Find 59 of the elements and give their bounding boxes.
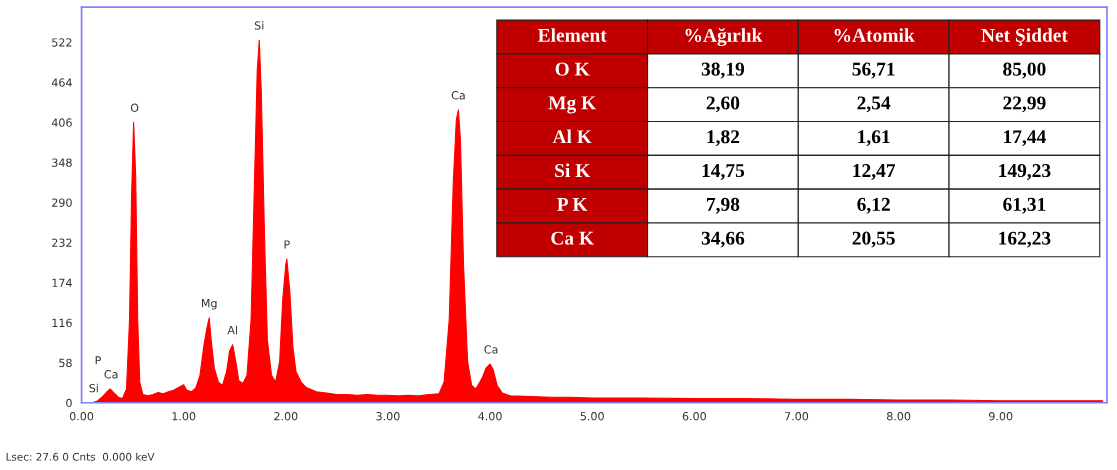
annotation: Al K xyxy=(552,129,592,144)
annotation: 56,71 xyxy=(852,62,895,79)
annotation: 7,98 xyxy=(707,197,740,214)
annotation: 1,82 xyxy=(707,130,740,147)
annotation: 38,19 xyxy=(701,62,745,79)
x-tick-label: 3.00 xyxy=(376,412,400,421)
annotation: 2,54 xyxy=(857,96,891,113)
annotation: Ca xyxy=(484,345,498,354)
y-tick-label: 406 xyxy=(51,118,72,127)
annotation: Mg K xyxy=(548,96,597,114)
annotation: 6,12 xyxy=(857,197,890,214)
annotation: Ca xyxy=(104,370,118,379)
annotation: Si xyxy=(254,21,264,30)
annotation: Net Şiddet xyxy=(981,28,1068,46)
y-tick-label: 0 xyxy=(66,398,72,408)
annotation: 162,23 xyxy=(999,231,1051,248)
x-tick-label: 1.00 xyxy=(172,412,196,421)
x-tick-label: 6.00 xyxy=(682,412,706,421)
annotation: 22,99 xyxy=(1003,96,1046,113)
annotation: 85,00 xyxy=(1003,62,1046,79)
x-tick-label: 5.00 xyxy=(580,412,604,421)
annotation: Ca K xyxy=(551,231,594,245)
y-tick-label: 348 xyxy=(52,158,72,167)
annotation: Mg xyxy=(201,299,217,310)
x-tick-label: 8.00 xyxy=(886,412,911,421)
annotation: 61,31 xyxy=(1003,197,1046,214)
annotation: 149,23 xyxy=(999,164,1051,180)
annotation: %Atomik xyxy=(834,28,915,42)
y-tick-label: 174 xyxy=(52,278,72,287)
annotation: P K xyxy=(557,197,588,211)
annotation: 12,47 xyxy=(853,164,896,180)
annotation: Ca xyxy=(451,91,465,100)
annotation: Si xyxy=(89,383,98,393)
annotation: Element xyxy=(537,28,607,42)
y-tick-label: 232 xyxy=(52,238,72,247)
annotation: Si K xyxy=(555,163,591,178)
y-tick-label: 116 xyxy=(52,318,72,328)
annotation: 1,61 xyxy=(858,130,890,147)
annotation: O xyxy=(130,103,139,112)
y-tick-label: 464 xyxy=(51,78,72,87)
annotation: 34,66 xyxy=(701,231,745,248)
text: Lsec: 27.6 0 Cnts 0.000 keV xyxy=(6,452,155,461)
x-tick-label: 9.00 xyxy=(989,412,1013,421)
x-tick-label: 7.00 xyxy=(785,412,809,421)
annotation: Al xyxy=(227,325,237,335)
y-tick-label: 58 xyxy=(59,358,72,368)
annotation: 14,75 xyxy=(702,164,745,180)
annotation: 2,60 xyxy=(706,96,740,113)
annotation: 20,55 xyxy=(852,231,895,248)
x-tick-label: 0.00 xyxy=(69,412,94,421)
annotation: P xyxy=(95,356,101,365)
annotation: O K xyxy=(555,62,590,76)
y-tick-label: 290 xyxy=(52,198,72,207)
x-tick-label: 4.00 xyxy=(478,412,502,421)
y-tick-label: 522 xyxy=(52,38,72,47)
annotation: P xyxy=(284,240,290,249)
annotation: %Ağırlık xyxy=(685,28,763,47)
annotation: 17,44 xyxy=(1004,130,1046,147)
x-tick-label: 2.00 xyxy=(274,412,298,421)
